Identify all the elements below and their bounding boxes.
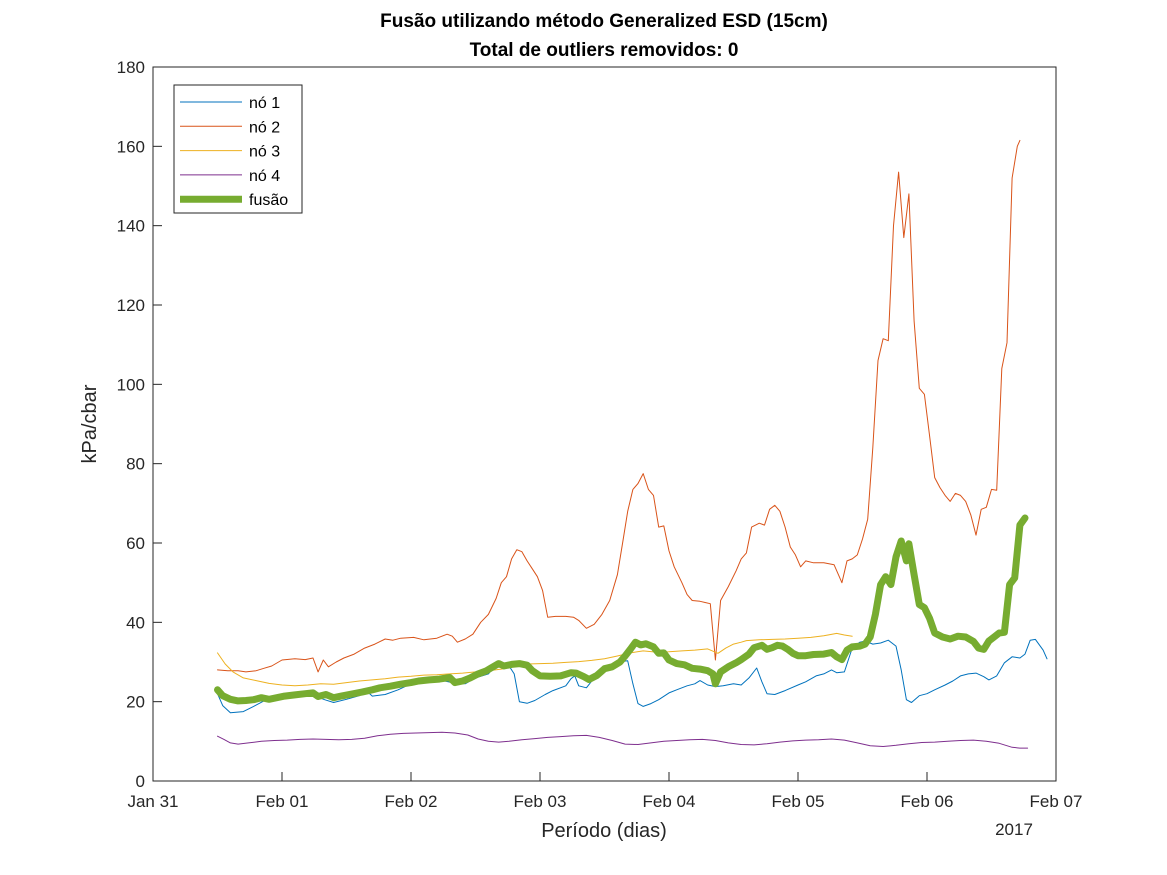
legend-label-3: nó 3 <box>249 144 280 161</box>
series-line-1 <box>217 638 1048 714</box>
y-axis-label: kPa/cbar <box>79 384 101 463</box>
x-tick-label: Feb 02 <box>385 792 438 811</box>
legend-label-1: nó 1 <box>249 95 280 112</box>
y-tick-label: 140 <box>117 217 145 236</box>
plot-area <box>153 67 1056 781</box>
x-tick-label: Feb 01 <box>256 792 309 811</box>
legend-box <box>173 84 303 214</box>
y-axis-ticks: 0 20 40 60 80 100 120 140 160 180 <box>117 58 162 791</box>
series-line-3 <box>217 632 853 687</box>
legend-label-2: nó 2 <box>249 119 280 136</box>
y-tick-label: 160 <box>117 137 145 156</box>
series-line-5 <box>214 514 1029 705</box>
legend: nó 1 nó 2 nó 3 nó 4 fusão <box>173 84 303 214</box>
series-line-2 <box>217 139 1021 673</box>
x-axis-ticks: Jan 31 Feb 01 Feb 02 Feb 03 Feb 04 Feb 05 Feb … <box>127 772 1082 811</box>
chart-title-line-1: Fusão utilizando método Generalized ESD … <box>380 11 828 32</box>
x-tick-label: Feb 04 <box>643 792 696 811</box>
series-line-4 <box>217 731 1029 749</box>
y-tick-label: 100 <box>117 375 145 394</box>
y-tick-label: 180 <box>117 58 145 77</box>
x-tick-label: Jan 31 <box>127 792 178 811</box>
x-tick-label: Feb 05 <box>772 792 825 811</box>
chart-title-line-2: Total de outliers removidos: 0 <box>470 40 739 61</box>
plot-box <box>152 66 1057 782</box>
series-lines <box>214 139 1048 749</box>
y-tick-label: 0 <box>136 772 145 791</box>
x-tick-label: Feb 07 <box>1030 792 1083 811</box>
y-tick-label: 20 <box>126 693 145 712</box>
y-tick-label: 40 <box>126 613 145 632</box>
legend-label-4: nó 4 <box>249 168 280 185</box>
x-tick-label: Feb 03 <box>514 792 567 811</box>
x-axis-label: Período (dias) <box>541 820 667 842</box>
x-tick-label: Feb 06 <box>901 792 954 811</box>
legend-label-5: fusão <box>249 192 288 209</box>
y-tick-label: 120 <box>117 296 145 315</box>
x-axis-year-label: 2017 <box>995 820 1033 839</box>
y-tick-label: 80 <box>126 455 145 474</box>
y-tick-label: 60 <box>126 534 145 553</box>
